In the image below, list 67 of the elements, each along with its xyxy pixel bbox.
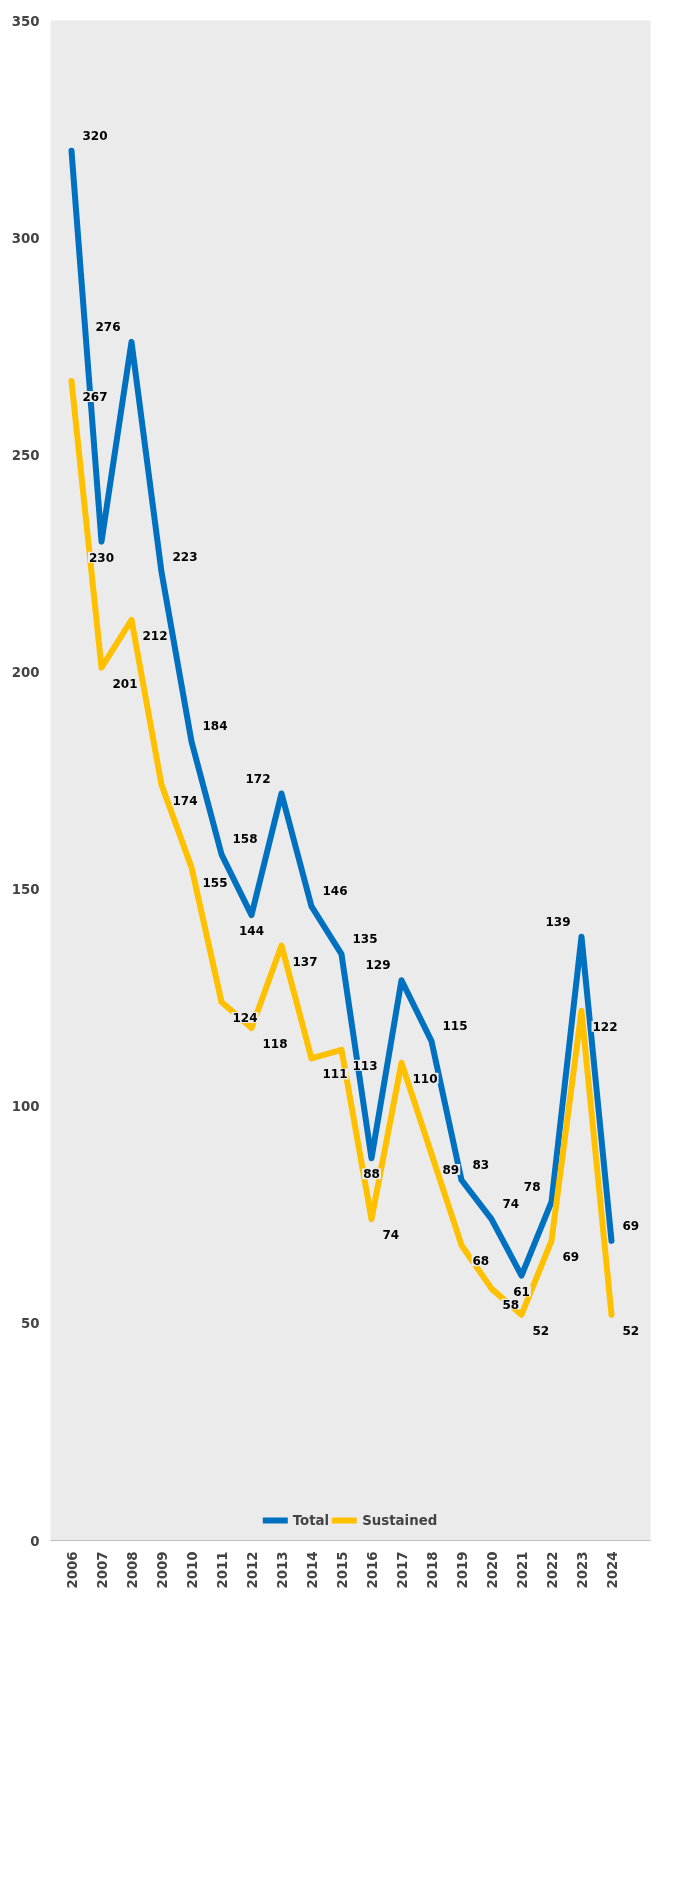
data-label: 61: [513, 1284, 530, 1299]
data-label: 320: [82, 128, 108, 143]
data-label: 230: [88, 550, 115, 565]
x-tick-label: 2016: [364, 1551, 380, 1589]
x-tick-label: 2023: [574, 1551, 590, 1589]
x-tick-label: 2006: [64, 1551, 80, 1589]
data-label: 184: [202, 719, 228, 734]
data-label: 68: [472, 1254, 490, 1269]
y-tick-label: 100: [11, 1099, 40, 1115]
data-label: 89: [442, 1162, 460, 1177]
y-tick-label: 200: [11, 664, 40, 680]
data-label: 52: [532, 1323, 550, 1338]
y-tick-label: 250: [11, 447, 40, 463]
data-label: 118: [262, 1037, 288, 1052]
data-label: 158: [232, 832, 258, 847]
x-tick-label: 2017: [394, 1551, 410, 1589]
x-tick-label: 2013: [274, 1551, 290, 1589]
data-label: 74: [502, 1197, 520, 1212]
data-label: 267: [82, 389, 108, 404]
x-tick-label: 2008: [124, 1551, 140, 1589]
x-tick-label: 2022: [544, 1551, 560, 1589]
data-label: 122: [592, 1019, 618, 1034]
data-label: 110: [412, 1071, 438, 1086]
data-label: 223: [172, 550, 198, 565]
data-label: 88: [363, 1167, 380, 1182]
x-tick-label: 2014: [304, 1551, 320, 1589]
data-label: 276: [95, 319, 121, 334]
data-label: 83: [472, 1158, 490, 1173]
data-label: 139: [545, 914, 571, 929]
data-label: 201: [112, 676, 138, 691]
data-label: 115: [442, 1019, 468, 1034]
data-label: 137: [292, 954, 318, 969]
data-label: 174: [172, 793, 198, 808]
data-label: 52: [622, 1323, 640, 1338]
x-tick-label: 2011: [214, 1551, 230, 1589]
data-label: 69: [622, 1218, 640, 1233]
y-tick-label: 350: [11, 13, 40, 29]
data-label: 58: [502, 1297, 520, 1312]
y-tick-label: 0: [30, 1533, 40, 1549]
x-tick-label: 2015: [334, 1551, 350, 1589]
x-tick-label: 2018: [424, 1551, 440, 1589]
data-label: 74: [382, 1228, 400, 1243]
data-label: 155: [202, 876, 228, 891]
data-label: 111: [322, 1067, 348, 1082]
data-label: 146: [322, 884, 348, 899]
y-tick-label: 50: [20, 1316, 40, 1332]
legend-label: Total: [292, 1512, 330, 1528]
x-tick-label: 2010: [184, 1551, 200, 1589]
y-tick-label: 150: [11, 882, 40, 898]
y-tick-label: 300: [11, 230, 40, 246]
data-label: 212: [142, 628, 168, 643]
x-tick-label: 2007: [94, 1551, 110, 1589]
data-label: 135: [352, 932, 378, 947]
legend-label: Sustained: [362, 1512, 438, 1528]
x-tick-label: 2012: [244, 1551, 260, 1589]
data-label: 144: [238, 924, 265, 939]
data-label: 78: [523, 1179, 541, 1194]
x-tick-label: 2019: [454, 1551, 470, 1589]
data-label: 172: [245, 771, 271, 786]
data-label: 124: [232, 1010, 258, 1025]
data-label: 69: [562, 1249, 580, 1264]
x-tick-label: 2021: [514, 1551, 530, 1589]
x-tick-label: 2009: [154, 1551, 170, 1589]
x-tick-label: 2024: [604, 1551, 620, 1589]
data-label: 129: [365, 958, 391, 973]
data-label: 113: [352, 1058, 378, 1073]
x-tick-label: 2020: [484, 1551, 500, 1589]
